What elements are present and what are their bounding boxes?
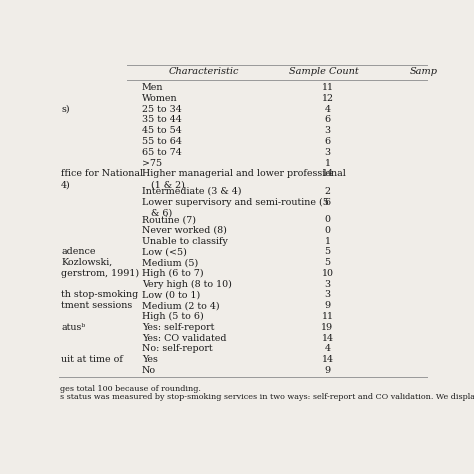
- Text: 11: 11: [321, 83, 333, 92]
- Text: 65 to 74: 65 to 74: [142, 148, 182, 157]
- Text: 9: 9: [324, 366, 330, 375]
- Text: Unable to classify: Unable to classify: [142, 237, 228, 246]
- Text: Higher managerial and lower professional
   (1 & 2): Higher managerial and lower professional…: [142, 169, 346, 189]
- Text: Never worked (8): Never worked (8): [142, 226, 227, 235]
- Text: s status was measured by stop-smoking services in two ways: self-report and CO v: s status was measured by stop-smoking se…: [60, 392, 474, 401]
- Text: No: self-report: No: self-report: [142, 344, 212, 353]
- Text: Medium (5): Medium (5): [142, 258, 198, 267]
- Text: Medium (2 to 4): Medium (2 to 4): [142, 301, 219, 310]
- Text: tment sessions: tment sessions: [61, 301, 132, 310]
- Text: 19: 19: [321, 323, 334, 332]
- Text: Characteristic: Characteristic: [169, 67, 239, 76]
- Text: 14: 14: [321, 355, 333, 364]
- Text: 1: 1: [324, 237, 330, 246]
- Text: ges total 100 because of rounding.: ges total 100 because of rounding.: [60, 384, 201, 392]
- Text: gerstrom, 1991): gerstrom, 1991): [61, 269, 139, 278]
- Text: 10: 10: [321, 269, 333, 278]
- Text: uit at time of: uit at time of: [61, 355, 123, 364]
- Text: 3: 3: [324, 280, 330, 289]
- Text: 9: 9: [324, 301, 330, 310]
- Text: 1: 1: [324, 158, 330, 167]
- Text: Men: Men: [142, 83, 164, 92]
- Text: 6: 6: [324, 137, 330, 146]
- Text: 0: 0: [324, 226, 330, 235]
- Text: Kozlowski,: Kozlowski,: [61, 258, 112, 267]
- Text: 35 to 44: 35 to 44: [142, 116, 182, 125]
- Text: 5: 5: [324, 247, 330, 256]
- Text: 14: 14: [321, 334, 333, 343]
- Text: th stop-smoking: th stop-smoking: [61, 291, 138, 300]
- Text: Yes: CO validated: Yes: CO validated: [142, 334, 227, 343]
- Text: adence: adence: [61, 247, 96, 256]
- Text: No: No: [142, 366, 156, 375]
- Text: ffice for National
4): ffice for National 4): [61, 169, 143, 189]
- Text: 14: 14: [321, 169, 333, 178]
- Text: atusᵇ: atusᵇ: [61, 323, 85, 332]
- Text: 0: 0: [324, 215, 330, 224]
- Text: 11: 11: [321, 312, 333, 321]
- Text: Sample Count: Sample Count: [289, 67, 359, 76]
- Text: Women: Women: [142, 94, 178, 103]
- Text: Very high (8 to 10): Very high (8 to 10): [142, 280, 232, 289]
- Text: Routine (7): Routine (7): [142, 215, 196, 224]
- Text: 2: 2: [324, 187, 330, 196]
- Text: 45 to 54: 45 to 54: [142, 126, 182, 135]
- Text: >75: >75: [142, 158, 162, 167]
- Text: 25 to 34: 25 to 34: [142, 105, 182, 114]
- Text: 3: 3: [324, 126, 330, 135]
- Text: s): s): [61, 105, 70, 114]
- Text: Low (<5): Low (<5): [142, 247, 187, 256]
- Text: 55 to 64: 55 to 64: [142, 137, 182, 146]
- Text: High (5 to 6): High (5 to 6): [142, 312, 204, 321]
- Text: Low (0 to 1): Low (0 to 1): [142, 291, 200, 300]
- Text: 4: 4: [324, 344, 330, 353]
- Text: Intermediate (3 & 4): Intermediate (3 & 4): [142, 187, 241, 196]
- Text: 3: 3: [324, 148, 330, 157]
- Text: Yes: Yes: [142, 355, 158, 364]
- Text: High (6 to 7): High (6 to 7): [142, 269, 203, 278]
- Text: 6: 6: [324, 116, 330, 125]
- Text: 3: 3: [324, 291, 330, 300]
- Text: 5: 5: [324, 258, 330, 267]
- Text: 4: 4: [324, 105, 330, 114]
- Text: Yes: self-report: Yes: self-report: [142, 323, 214, 332]
- Text: 12: 12: [321, 94, 333, 103]
- Text: Lower supervisory and semi-routine (5
   & 6): Lower supervisory and semi-routine (5 & …: [142, 198, 329, 218]
- Text: 6: 6: [324, 198, 330, 207]
- Text: Samp: Samp: [410, 67, 438, 76]
